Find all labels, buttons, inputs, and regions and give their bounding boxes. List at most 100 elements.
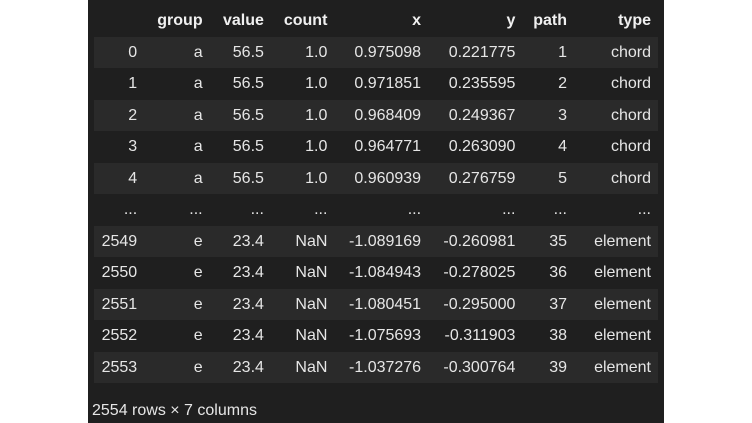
cell-value: 56.5 <box>209 36 271 68</box>
cell-group: e <box>144 351 210 383</box>
table-row: 2550 e 23.4 NaN -1.084943 -0.278025 36 element <box>94 257 658 289</box>
cell-path: 3 <box>522 99 574 131</box>
cell-y: -0.300764 <box>428 351 523 383</box>
cell-count: NaN <box>270 320 335 352</box>
cell-x: 0.971851 <box>334 68 429 100</box>
dataframe-shape-label: 2554 rows × 7 columns <box>92 402 257 419</box>
cell-count: NaN <box>270 351 335 383</box>
cell-y: -0.260981 <box>428 225 523 257</box>
cell-y: 0.276759 <box>428 162 523 194</box>
cell-value: 23.4 <box>209 257 271 289</box>
cell-group: e <box>144 320 210 352</box>
cell-x: -1.089169 <box>334 225 429 257</box>
cell-index: 0 <box>94 36 145 68</box>
cell-group: e <box>144 225 210 257</box>
cell-index: 2553 <box>94 351 145 383</box>
table-row: 2 a 56.5 1.0 0.968409 0.249367 3 chord <box>94 99 658 131</box>
cell-y: ... <box>428 194 523 226</box>
cell-group: e <box>144 257 210 289</box>
cell-count: 1.0 <box>270 99 335 131</box>
cell-x: -1.084943 <box>334 257 429 289</box>
column-header-count: count <box>283 12 328 29</box>
cell-value: 56.5 <box>209 162 271 194</box>
cell-path: 39 <box>522 351 574 383</box>
cell-count: NaN <box>270 257 335 289</box>
cell-path: 37 <box>522 288 574 320</box>
column-header-value: value <box>222 12 264 29</box>
cell-index: 1 <box>94 68 145 100</box>
cell-count: 1.0 <box>270 162 335 194</box>
cell-y: -0.311903 <box>428 320 523 352</box>
cell-y: 0.263090 <box>428 131 523 163</box>
cell-path: 1 <box>522 36 574 68</box>
cell-type: element <box>574 225 658 257</box>
cell-value: ... <box>209 194 271 226</box>
cell-path: 4 <box>522 131 574 163</box>
cell-group: ... <box>144 194 210 226</box>
cell-value: 23.4 <box>209 351 271 383</box>
column-header-index <box>94 5 144 37</box>
table-row: 1 a 56.5 1.0 0.971851 0.235595 2 chord <box>94 68 658 100</box>
cell-x: -1.080451 <box>334 288 429 320</box>
table-row: 2552 e 23.4 NaN -1.075693 -0.311903 38 element <box>94 320 658 352</box>
cell-value: 56.5 <box>209 131 271 163</box>
cell-path: 35 <box>522 225 574 257</box>
cell-type: element <box>574 257 658 289</box>
cell-index: 2 <box>94 99 145 131</box>
cell-type: element <box>574 351 658 383</box>
cell-count: 1.0 <box>270 131 335 163</box>
cell-value: 56.5 <box>209 99 271 131</box>
cell-type: element <box>574 288 658 320</box>
cell-path: ... <box>522 194 574 226</box>
cell-x: 0.960939 <box>334 162 429 194</box>
dataframe-table: group value count x y path type 0 a 56.5 1.… <box>94 5 658 383</box>
table-row: 3 a 56.5 1.0 0.964771 0.263090 4 chord <box>94 131 658 163</box>
cell-y: -0.295000 <box>428 288 523 320</box>
cell-y: 0.235595 <box>428 68 523 100</box>
cell-x: ... <box>334 194 429 226</box>
cell-type: chord <box>574 162 658 194</box>
cell-y: 0.221775 <box>428 36 523 68</box>
cell-path: 5 <box>522 162 574 194</box>
cell-value: 23.4 <box>209 288 271 320</box>
cell-value: 23.4 <box>209 225 271 257</box>
column-header-x: x <box>412 12 422 29</box>
cell-type: chord <box>574 68 658 100</box>
cell-count: NaN <box>270 225 335 257</box>
cell-path: 38 <box>522 320 574 352</box>
cell-index: ... <box>94 194 145 226</box>
table-row: 2553 e 23.4 NaN -1.037276 -0.300764 39 element <box>94 351 658 383</box>
table-row: 4 a 56.5 1.0 0.960939 0.276759 5 chord <box>94 162 658 194</box>
column-header-y: y <box>506 12 516 29</box>
cell-group: a <box>144 162 210 194</box>
cell-index: 2552 <box>94 320 145 352</box>
column-header-type: type <box>618 12 651 29</box>
table-header: group value count x y path type <box>94 5 658 37</box>
table-row: 2549 e 23.4 NaN -1.089169 -0.260981 35 element <box>94 225 658 257</box>
cell-index: 2550 <box>94 257 145 289</box>
column-header-group: group <box>157 12 203 29</box>
cell-type: chord <box>574 99 658 131</box>
cell-group: a <box>144 36 210 68</box>
cell-index: 4 <box>94 162 145 194</box>
cell-group: a <box>144 131 210 163</box>
cell-count: 1.0 <box>270 68 335 100</box>
cell-y: -0.278025 <box>428 257 523 289</box>
cell-group: a <box>144 99 210 131</box>
cell-type: element <box>574 320 658 352</box>
table-row: ........................ <box>94 194 658 226</box>
cell-path: 2 <box>522 68 574 100</box>
cell-count: NaN <box>270 288 335 320</box>
cell-index: 2551 <box>94 288 145 320</box>
column-header-path: path <box>533 12 567 29</box>
cell-path: 36 <box>522 257 574 289</box>
cell-x: 0.968409 <box>334 99 429 131</box>
cell-index: 3 <box>94 131 145 163</box>
cell-type: chord <box>574 36 658 68</box>
cell-count: 1.0 <box>270 36 335 68</box>
cell-type: chord <box>574 131 658 163</box>
cell-value: 23.4 <box>209 320 271 352</box>
cell-y: 0.249367 <box>428 99 523 131</box>
table-row: 0 a 56.5 1.0 0.975098 0.221775 1 chord <box>94 36 658 68</box>
cell-index: 2549 <box>94 225 145 257</box>
